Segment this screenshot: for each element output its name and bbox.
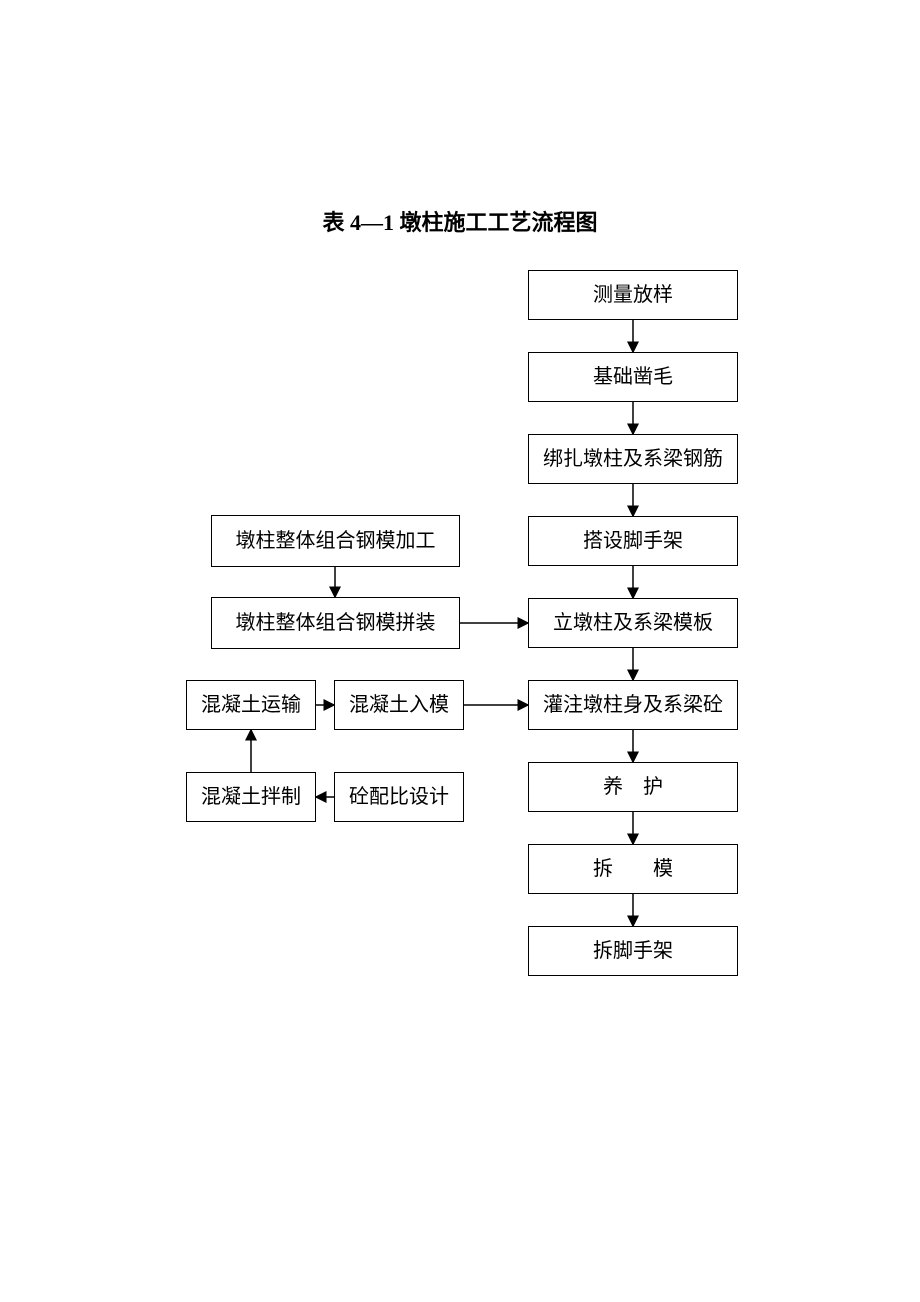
flowchart-node-n8: 拆 模 [528, 844, 738, 894]
flowchart-node-n10: 墩柱整体组合钢模加工 [211, 515, 460, 567]
flowchart-node-n2: 基础凿毛 [528, 352, 738, 402]
flowchart-node-n14: 混凝土拌制 [186, 772, 316, 822]
flowchart-node-n7: 养 护 [528, 762, 738, 812]
flowchart-node-n4: 搭设脚手架 [528, 516, 738, 566]
flowchart-node-n9: 拆脚手架 [528, 926, 738, 976]
flowchart-node-n3: 绑扎墩柱及系梁钢筋 [528, 434, 738, 484]
flowchart-node-n5: 立墩柱及系梁模板 [528, 598, 738, 648]
flowchart-node-n11: 墩柱整体组合钢模拼装 [211, 597, 460, 649]
flowchart-node-n1: 测量放样 [528, 270, 738, 320]
flowchart-node-n6: 灌注墩柱身及系梁砼 [528, 680, 738, 730]
flowchart-node-n15: 砼配比设计 [334, 772, 464, 822]
edges-layer [0, 0, 920, 1302]
flowchart-node-n12: 混凝土运输 [186, 680, 316, 730]
flowchart-node-n13: 混凝土入模 [334, 680, 464, 730]
diagram-title: 表 4—1 墩柱施工工艺流程图 [0, 205, 920, 237]
